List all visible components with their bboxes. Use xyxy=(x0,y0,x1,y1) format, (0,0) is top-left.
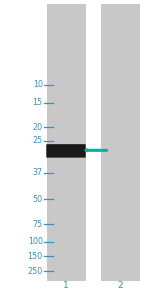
Text: 75: 75 xyxy=(33,220,43,229)
FancyBboxPatch shape xyxy=(46,144,86,158)
Bar xyxy=(46,4,86,281)
Text: 100: 100 xyxy=(28,237,43,246)
Text: 1: 1 xyxy=(63,281,69,290)
Text: 20: 20 xyxy=(33,123,43,132)
Text: 15: 15 xyxy=(33,98,43,107)
Text: 37: 37 xyxy=(33,168,43,177)
Text: 10: 10 xyxy=(33,81,43,89)
Text: 2: 2 xyxy=(117,281,123,290)
Text: 25: 25 xyxy=(33,136,43,145)
Text: 250: 250 xyxy=(27,267,43,275)
Text: 50: 50 xyxy=(33,195,43,204)
Bar xyxy=(100,4,140,281)
Text: 150: 150 xyxy=(28,252,43,261)
